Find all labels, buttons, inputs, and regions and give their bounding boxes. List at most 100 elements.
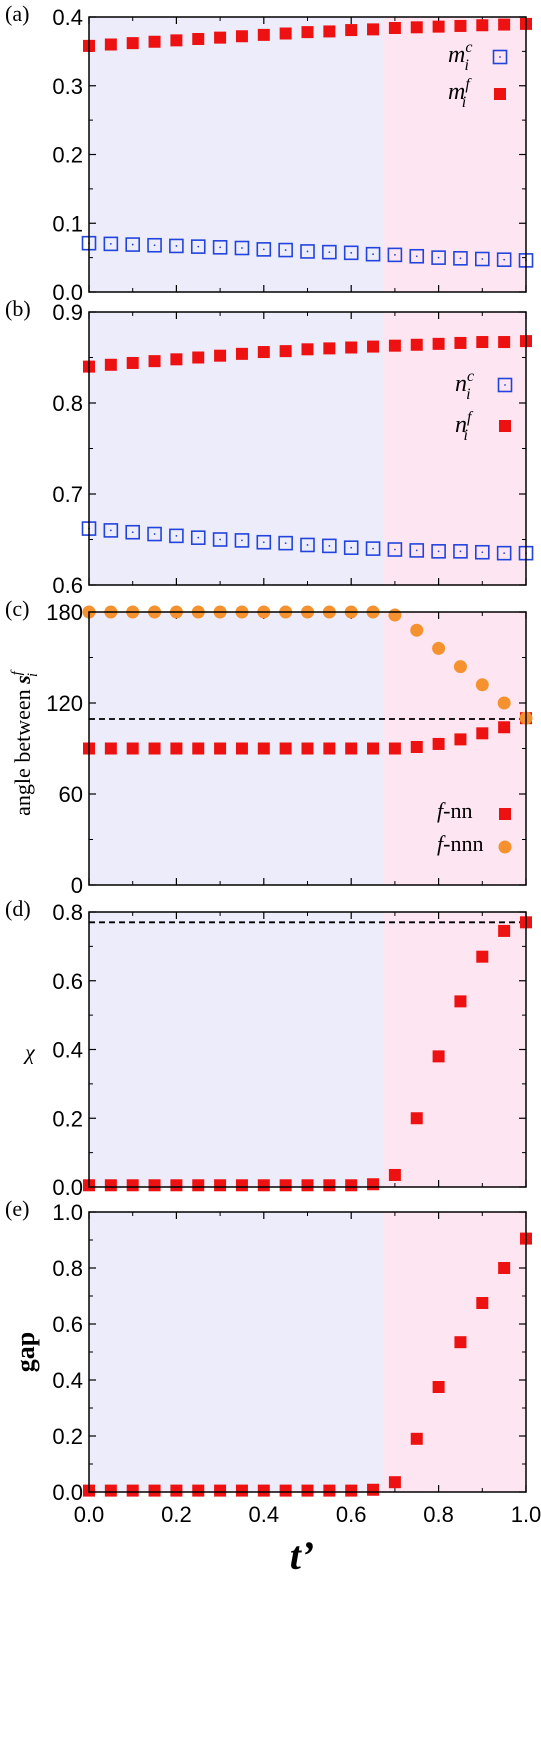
panel-label: (a) <box>5 1 29 26</box>
data-point <box>192 742 205 755</box>
y-axis-title: χ <box>23 1040 36 1065</box>
data-point <box>498 924 511 937</box>
data-point <box>256 534 272 550</box>
data-point <box>234 240 250 256</box>
data-point <box>409 248 425 264</box>
legend-label: nf i <box>455 409 474 444</box>
y-tick-label: 0.8 <box>52 900 83 925</box>
data-point <box>323 25 336 38</box>
plot-frame <box>88 1211 527 1493</box>
panel-e: 0.0 0.2 0.4 0.6 0.8 1.0 (e) <box>5 1196 532 1505</box>
data-point <box>257 742 270 755</box>
legend-entry: nf i <box>455 409 511 444</box>
series-n-i-c <box>81 521 534 561</box>
y-tick-label: 0.8 <box>52 391 83 416</box>
data-point <box>125 524 140 540</box>
data-point <box>148 35 161 48</box>
panel-label: (b) <box>5 296 31 321</box>
data-point <box>257 346 270 359</box>
data-point <box>498 1262 511 1274</box>
ordered-region-shading <box>89 1212 384 1492</box>
data-point <box>147 237 162 253</box>
disordered-region-shading <box>383 912 526 1187</box>
data-point <box>301 1484 314 1497</box>
data-point <box>367 742 380 755</box>
data-point <box>170 353 183 366</box>
data-point <box>301 742 314 755</box>
data-point <box>170 742 183 755</box>
data-point <box>147 526 162 542</box>
data-point <box>498 18 511 31</box>
data-point <box>212 240 228 255</box>
y-tick-label: 180 <box>46 600 83 625</box>
data-point <box>497 696 511 710</box>
panel-d: 0.0 0.2 0.4 0.6 0.8 (d) <box>5 896 532 1200</box>
data-point <box>279 1484 292 1497</box>
data-point <box>345 742 358 755</box>
data-point <box>453 660 467 674</box>
y-tick-label: 1.0 <box>52 1200 83 1225</box>
panel-label: (c) <box>5 596 29 621</box>
data-point <box>345 24 358 37</box>
data-point <box>148 1179 161 1192</box>
data-point <box>345 1484 358 1497</box>
data-point <box>345 1179 358 1192</box>
data-point <box>234 533 250 548</box>
data-point <box>257 1484 270 1497</box>
data-point <box>301 1179 314 1192</box>
legend-label: mc i <box>448 39 472 74</box>
data-point <box>169 238 184 254</box>
data-point <box>388 22 401 34</box>
data-point <box>476 950 489 963</box>
data-point <box>476 1297 489 1309</box>
panel-label: (d) <box>5 896 31 921</box>
data-point <box>301 26 314 39</box>
series-f-nn <box>83 712 532 755</box>
y-tick-label: 0.2 <box>52 1424 83 1449</box>
data-point <box>126 742 139 755</box>
data-point <box>323 342 336 355</box>
data-point <box>345 341 358 354</box>
data-point <box>104 358 117 371</box>
y-tick-label: 0 <box>71 873 83 898</box>
data-point <box>126 1179 139 1192</box>
data-point <box>257 1179 270 1192</box>
data-point <box>323 1484 336 1497</box>
data-point <box>388 742 401 755</box>
x-axis-title: t’ <box>290 1533 314 1578</box>
data-point <box>279 345 292 358</box>
legend-label: f-nnn <box>437 831 483 856</box>
data-point <box>126 356 139 369</box>
x-tick-label: 0.4 <box>249 1502 280 1527</box>
series-m-i-c <box>81 235 534 268</box>
legend-marker <box>494 88 506 100</box>
y-tick-label: 0.6 <box>52 1312 83 1337</box>
data-point <box>388 1476 401 1489</box>
legend-marker <box>499 808 511 820</box>
data-point <box>409 543 425 558</box>
data-point <box>496 545 512 561</box>
data-point <box>104 742 117 755</box>
disordered-region-shading <box>383 312 526 585</box>
data-point <box>453 251 468 266</box>
data-point <box>235 30 248 43</box>
data-point <box>257 28 270 41</box>
panel-c: 0 60 120 180 (c) f-nn f-nnn <box>5 596 533 898</box>
panel-a: 0.0 0.1 0.2 0.3 0.4 (a) mc imf i <box>5 1 534 305</box>
data-point <box>214 742 227 755</box>
data-point <box>431 544 446 559</box>
panel-b: 0.6 0.7 0.8 0.9 (b) nc i nf i <box>5 296 534 598</box>
plot-frame <box>88 16 527 293</box>
data-point <box>235 1484 248 1497</box>
plot-frame <box>88 911 527 1188</box>
x-tick-label: 0.8 <box>423 1502 454 1527</box>
y-tick-label: 0.4 <box>52 1368 83 1393</box>
data-point <box>365 541 381 556</box>
data-point <box>323 742 336 755</box>
x-tick-label: 0.2 <box>161 1502 192 1527</box>
data-point <box>256 242 272 257</box>
data-point <box>279 742 292 755</box>
data-point <box>367 1178 380 1191</box>
data-point <box>453 544 468 559</box>
